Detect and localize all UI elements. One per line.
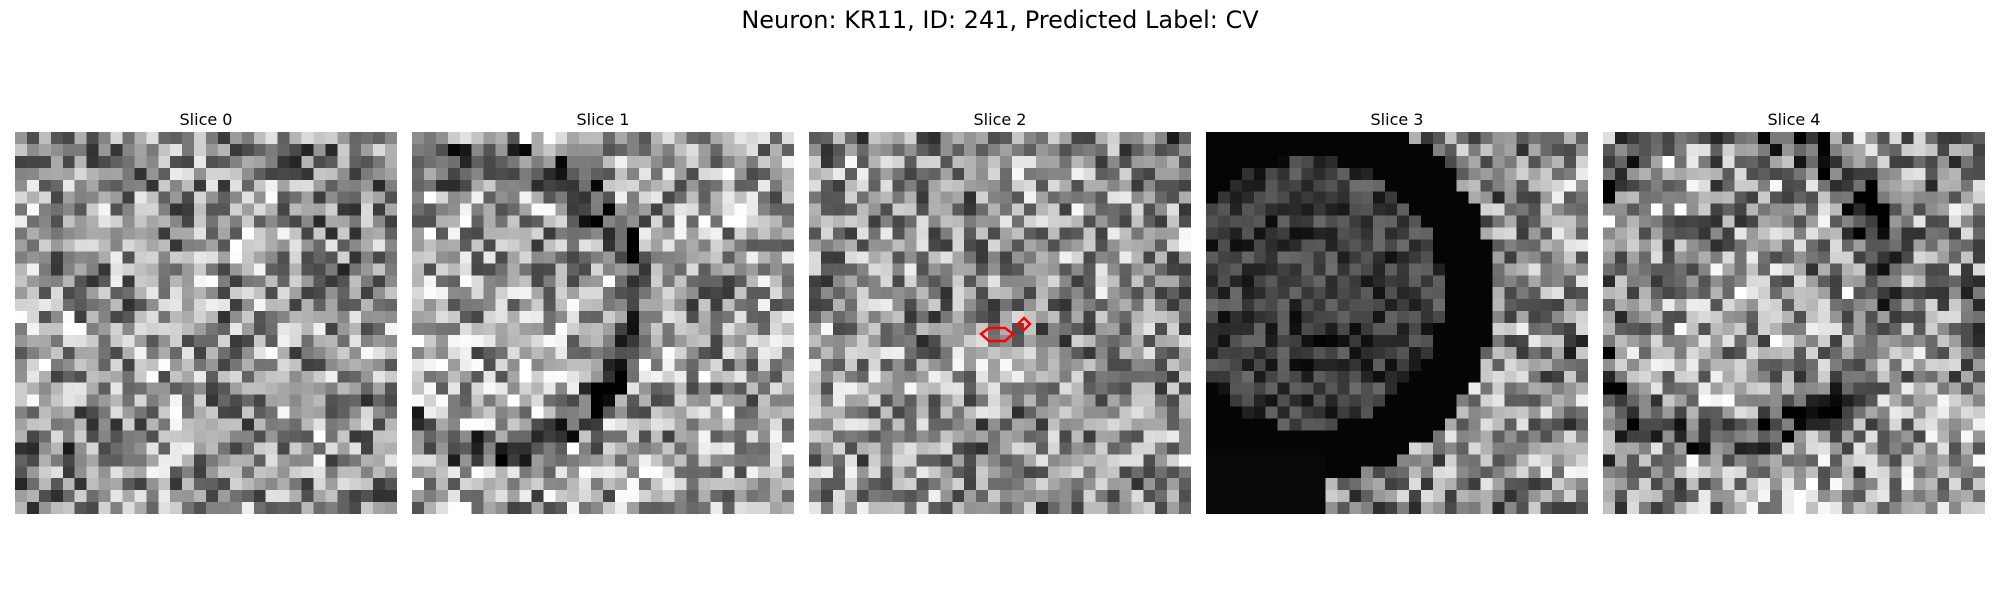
slice-title: Slice 3 bbox=[1370, 110, 1424, 129]
slice-panel-2: Slice 2 bbox=[809, 108, 1191, 514]
slice-image bbox=[412, 132, 794, 514]
slice-title: Slice 1 bbox=[576, 110, 630, 129]
slice-title: Slice 4 bbox=[1767, 110, 1821, 129]
slice-panel-3: Slice 3 bbox=[1206, 108, 1588, 514]
slice-panel-1: Slice 1 bbox=[412, 108, 794, 514]
slice-image bbox=[15, 132, 397, 514]
contour-diamond bbox=[1016, 316, 1032, 332]
slice-title: Slice 2 bbox=[973, 110, 1027, 129]
contour-overlay bbox=[979, 316, 1032, 343]
slice-image bbox=[1206, 132, 1588, 514]
contour-hexagon bbox=[979, 326, 1015, 343]
slice-panel-0: Slice 0 bbox=[15, 108, 397, 514]
figure-title: Neuron: KR11, ID: 241, Predicted Label: … bbox=[741, 6, 1259, 34]
slice-panel-4: Slice 4 bbox=[1603, 108, 1985, 514]
slice-image bbox=[1603, 132, 1985, 514]
slice-image bbox=[809, 132, 1191, 514]
slice-title: Slice 0 bbox=[179, 110, 233, 129]
